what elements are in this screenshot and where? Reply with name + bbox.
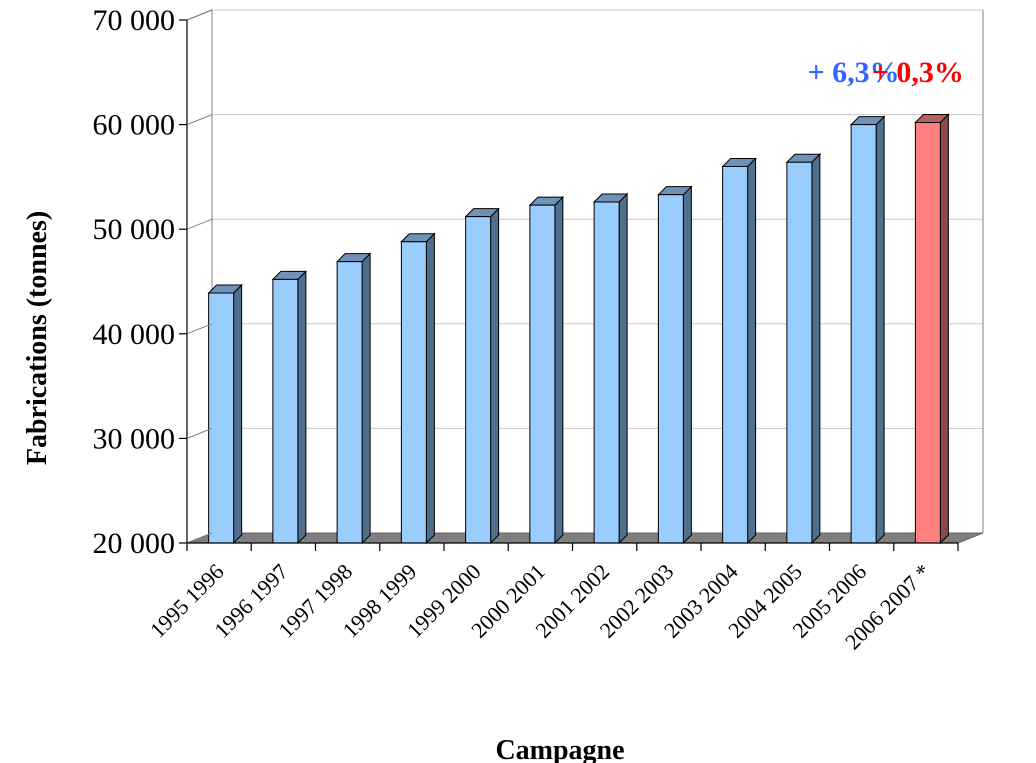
- bar-side: [811, 153, 821, 545]
- bar-side: [490, 207, 500, 545]
- bar-front: [272, 278, 299, 544]
- bar-front: [465, 216, 492, 544]
- y-tick-depth: [186, 218, 213, 230]
- bar-front: [722, 165, 749, 544]
- bar: [335, 252, 372, 545]
- y-axis: 20 000 30 000 40 000 50 000 60 000 70 000: [93, 4, 213, 560]
- y-tick-label: 40 000: [93, 318, 176, 351]
- bar-front: [786, 161, 813, 544]
- bar-side: [875, 115, 885, 545]
- annotations: + 6,3%+ 0,3%: [808, 56, 964, 89]
- bar-side: [297, 270, 307, 545]
- bar-front: [400, 241, 427, 544]
- bar: [721, 157, 757, 545]
- bar-side: [939, 113, 949, 545]
- bar-side: [554, 195, 564, 545]
- y-axis-title: Fabrications (tonnes): [22, 211, 53, 465]
- bar-front: [850, 124, 877, 544]
- bar: [849, 115, 886, 545]
- y-tick-label: 30 000: [93, 422, 176, 455]
- x-axis-title: Campagne: [495, 735, 624, 763]
- bar-side: [682, 185, 692, 545]
- y-tick-label: 20 000: [93, 527, 176, 560]
- bar-front: [529, 204, 556, 544]
- bar: [914, 113, 950, 545]
- bar-front: [657, 194, 684, 544]
- bar-side: [618, 192, 628, 545]
- bar-front: [593, 201, 620, 544]
- y-tick-depth: [186, 532, 213, 544]
- bar: [207, 283, 243, 545]
- bar: [528, 195, 565, 545]
- bar-front: [208, 292, 235, 544]
- y-tick-depth: [186, 427, 213, 439]
- bar-side: [425, 232, 435, 545]
- growth-annotation: + 0,3%: [872, 56, 964, 89]
- bar-side: [233, 283, 243, 545]
- y-tick-label: 50 000: [93, 213, 176, 246]
- bar: [464, 207, 500, 545]
- bar: [785, 153, 822, 545]
- bar: [592, 192, 629, 545]
- bar-side: [361, 252, 371, 545]
- bar: [271, 270, 308, 545]
- bar-front: [914, 122, 941, 544]
- bar-front: [336, 261, 363, 544]
- y-tick-depth: [186, 9, 213, 21]
- bar: [657, 185, 693, 545]
- bars: [207, 113, 950, 545]
- y-tick-label: 60 000: [93, 109, 176, 142]
- bar-side: [747, 157, 757, 545]
- y-tick-depth: [186, 323, 213, 335]
- bar: [400, 232, 436, 545]
- y-tick-depth: [186, 114, 213, 126]
- growth-annotation: + 6,3%: [808, 56, 900, 89]
- y-tick-label: 70 000: [93, 4, 176, 37]
